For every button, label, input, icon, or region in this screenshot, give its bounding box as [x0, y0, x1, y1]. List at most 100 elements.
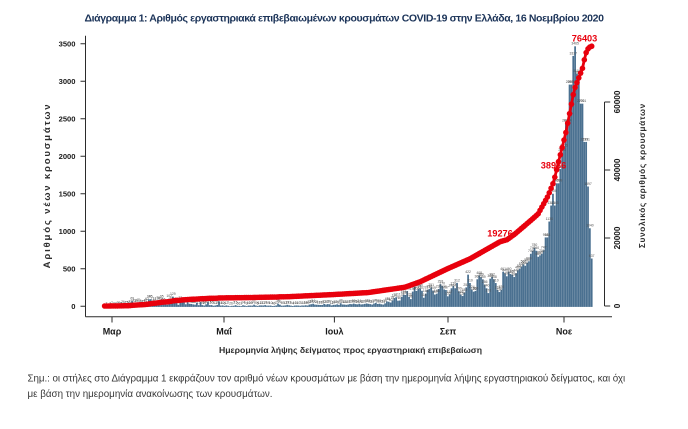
svg-text:3337: 3337: [569, 51, 577, 55]
svg-text:2500: 2500: [59, 114, 76, 123]
svg-text:6: 6: [231, 301, 233, 305]
svg-text:0: 0: [71, 302, 75, 311]
svg-text:69: 69: [158, 297, 162, 301]
svg-text:28: 28: [350, 300, 354, 304]
svg-text:Μαρ: Μαρ: [103, 327, 122, 337]
svg-text:10: 10: [219, 301, 223, 305]
svg-text:71: 71: [151, 296, 155, 300]
svg-text:133: 133: [445, 292, 451, 296]
svg-text:20000: 20000: [613, 226, 622, 249]
svg-text:47: 47: [136, 298, 140, 302]
svg-text:25: 25: [359, 300, 363, 304]
svg-text:392: 392: [489, 272, 495, 276]
svg-text:157: 157: [432, 290, 438, 294]
svg-text:1000: 1000: [59, 227, 76, 236]
svg-text:16: 16: [201, 301, 205, 305]
svg-text:96: 96: [409, 295, 413, 299]
svg-text:230: 230: [415, 284, 421, 288]
svg-text:36: 36: [352, 299, 356, 303]
svg-text:17: 17: [123, 300, 127, 304]
svg-text:205: 205: [473, 286, 479, 290]
svg-text:740: 740: [530, 246, 536, 250]
svg-text:217: 217: [443, 285, 449, 289]
svg-text:26: 26: [335, 300, 339, 304]
svg-text:700: 700: [528, 249, 534, 253]
svg-text:7: 7: [227, 301, 229, 305]
svg-text:31: 31: [348, 299, 352, 303]
svg-text:747: 747: [541, 246, 547, 250]
svg-text:12: 12: [224, 301, 228, 305]
svg-text:918: 918: [543, 233, 549, 237]
svg-text:26: 26: [355, 300, 359, 304]
svg-text:9: 9: [118, 301, 120, 305]
svg-text:14: 14: [304, 301, 308, 305]
svg-text:10: 10: [248, 301, 252, 305]
svg-text:19: 19: [317, 300, 321, 304]
svg-text:Σεπ: Σεπ: [440, 327, 457, 337]
svg-text:360: 360: [474, 275, 480, 279]
svg-text:20: 20: [344, 300, 348, 304]
svg-text:241: 241: [452, 284, 458, 288]
svg-text:2955: 2955: [568, 80, 576, 84]
svg-text:1500: 1500: [59, 189, 76, 198]
svg-text:19: 19: [332, 300, 336, 304]
svg-text:540: 540: [522, 261, 528, 265]
svg-text:460: 460: [506, 267, 512, 271]
svg-text:23: 23: [343, 300, 347, 304]
svg-text:Συνολικός αριθμός κρουσμάτων: Συνολικός αριθμός κρουσμάτων: [637, 103, 647, 248]
svg-text:31: 31: [141, 299, 145, 303]
svg-text:21: 21: [121, 300, 125, 304]
svg-text:Ιουλ: Ιουλ: [325, 327, 343, 337]
svg-text:9: 9: [117, 301, 119, 305]
svg-text:1343: 1343: [547, 201, 555, 205]
svg-text:7: 7: [299, 301, 301, 305]
svg-text:6: 6: [273, 301, 275, 305]
svg-text:225: 225: [441, 285, 447, 289]
svg-text:3: 3: [246, 301, 248, 305]
svg-text:6: 6: [237, 301, 239, 305]
svg-text:461: 461: [500, 267, 506, 271]
svg-text:153: 153: [401, 290, 407, 294]
svg-text:740: 740: [534, 246, 540, 250]
svg-text:2: 2: [229, 302, 231, 306]
svg-text:1639: 1639: [555, 179, 563, 183]
svg-text:11: 11: [295, 301, 299, 305]
svg-text:39: 39: [383, 299, 387, 303]
svg-text:48: 48: [153, 298, 157, 302]
svg-text:27: 27: [379, 300, 383, 304]
svg-text:Σημ.: οι στήλες στο Διάγραμμα: Σημ.: οι στήλες στο Διάγραμμα 1 εκφράζου…: [28, 374, 626, 385]
svg-text:11: 11: [274, 301, 278, 305]
svg-text:310: 310: [467, 278, 473, 282]
svg-text:168: 168: [423, 289, 429, 293]
svg-text:10: 10: [202, 301, 206, 305]
svg-text:204: 204: [414, 286, 420, 290]
svg-text:77: 77: [398, 296, 402, 300]
svg-text:Διάγραμμα 1: Αριθμός εργαστηρι: Διάγραμμα 1: Αριθμός εργαστηριακά επιβεβ…: [84, 13, 604, 25]
svg-text:75: 75: [396, 296, 400, 300]
svg-text:Ημερομηνία λήψης δείγματος προ: Ημερομηνία λήψης δείγματος προς εργαστηρ…: [219, 345, 482, 355]
svg-text:7: 7: [233, 301, 235, 305]
svg-text:358: 358: [491, 275, 497, 279]
svg-text:35: 35: [134, 299, 138, 303]
svg-text:1597: 1597: [584, 182, 592, 186]
svg-text:114: 114: [421, 293, 427, 297]
svg-text:35: 35: [276, 299, 280, 303]
svg-text:312: 312: [454, 278, 460, 282]
svg-text:2444: 2444: [562, 118, 570, 122]
svg-text:37: 37: [372, 299, 376, 303]
svg-text:46: 46: [143, 298, 147, 302]
svg-text:270: 270: [439, 281, 445, 285]
svg-text:10: 10: [254, 301, 258, 305]
svg-text:2191: 2191: [581, 137, 589, 141]
svg-text:440: 440: [513, 269, 519, 273]
svg-text:12: 12: [330, 301, 334, 305]
svg-text:422: 422: [465, 270, 471, 274]
svg-text:180: 180: [462, 288, 468, 292]
svg-text:34: 34: [311, 299, 315, 303]
svg-text:2000: 2000: [59, 152, 76, 161]
svg-text:11: 11: [300, 301, 304, 305]
svg-text:230: 230: [427, 284, 433, 288]
svg-text:9: 9: [266, 301, 268, 305]
svg-text:270: 270: [450, 281, 456, 285]
svg-text:10: 10: [269, 301, 273, 305]
